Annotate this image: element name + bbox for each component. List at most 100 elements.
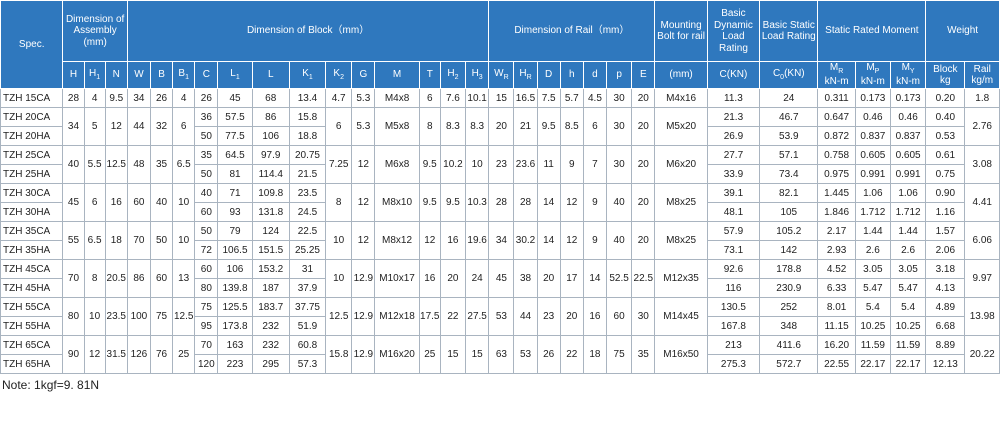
cell: 9.5 xyxy=(418,183,441,222)
cell: 6.5 xyxy=(83,221,106,260)
cell: 213 xyxy=(706,335,761,355)
cell: 35 xyxy=(149,145,174,184)
cell: 57.1 xyxy=(759,145,819,165)
cell: 2.76 xyxy=(964,107,1000,146)
subheader-text: M xyxy=(829,62,839,74)
cell: M6x8 xyxy=(374,145,420,184)
cell: 20 xyxy=(631,107,656,146)
subheader-cell: B1 xyxy=(172,61,196,89)
cell: 20 xyxy=(536,259,561,298)
subheader-text: Block xyxy=(933,63,958,75)
cell: 34 xyxy=(62,107,85,146)
cell: 12 xyxy=(559,183,584,222)
subheader-text: H xyxy=(447,67,455,79)
cell: 45 xyxy=(217,88,253,108)
cell: M16x20 xyxy=(374,335,420,374)
cell: 1.44 xyxy=(889,221,927,241)
subheader-unit: kg xyxy=(940,75,951,86)
subheader-suffix: (KN) xyxy=(784,67,805,79)
header-cell: Weight xyxy=(925,0,1000,62)
spec-table: Spec. Dimension of Assembly (mm) Dimension… xyxy=(0,0,1000,374)
cell: M5x8 xyxy=(374,107,420,146)
cell: 70 xyxy=(126,221,151,260)
subheader-cell: H xyxy=(62,61,85,89)
cell: 30 xyxy=(631,297,656,336)
cell: 4 xyxy=(83,88,106,108)
cell: 12.5 xyxy=(325,297,353,336)
cell: 40 xyxy=(606,221,633,260)
cell: 34 xyxy=(488,221,515,260)
cell: 90 xyxy=(62,335,85,374)
cell: 22.55 xyxy=(817,354,856,374)
cell: 22 xyxy=(559,335,584,374)
cell: 1.06 xyxy=(854,183,891,203)
cell: 12.9 xyxy=(351,335,376,374)
cell: 12.5 xyxy=(172,297,196,336)
spec-cell: TZH 15CA xyxy=(0,88,64,108)
cell: 10.1 xyxy=(464,88,490,108)
subheader-cell: Rail kg/m xyxy=(964,61,1000,89)
subheader-cell: H3 xyxy=(464,61,490,89)
note: Note: 1kgf=9. 81N xyxy=(2,378,100,392)
cell: 48 xyxy=(126,145,151,184)
subscript: 2 xyxy=(454,73,459,81)
cell: 23 xyxy=(536,297,561,336)
cell: 4.89 xyxy=(925,297,966,317)
cell: 53 xyxy=(488,297,515,336)
spec-cell: TZH 20HA xyxy=(0,126,64,146)
subheader-cell: MP kN-m xyxy=(854,61,891,89)
cell: 26 xyxy=(194,88,219,108)
cell: 2.06 xyxy=(925,240,966,260)
cell: 20 xyxy=(439,259,466,298)
cell: 9 xyxy=(582,183,608,222)
subheader-cell: M xyxy=(374,61,420,89)
cell: 0.605 xyxy=(854,145,891,165)
cell: 15.8 xyxy=(325,335,353,374)
subheader-cell: K1 xyxy=(288,61,327,89)
header-cell: Dimension of Block（mm） xyxy=(126,0,490,62)
cell: 57.9 xyxy=(706,221,761,241)
cell: 12.9 xyxy=(351,259,376,298)
spec-cell: TZH 30HA xyxy=(0,202,64,222)
cell: 75 xyxy=(606,335,633,374)
cell: 0.647 xyxy=(817,107,856,127)
cell: 2.17 xyxy=(817,221,856,241)
cell: 4.52 xyxy=(817,259,856,279)
cell: 24.5 xyxy=(288,202,327,222)
cell: 11.15 xyxy=(817,316,856,336)
cell: 11.59 xyxy=(854,335,891,355)
cell: 45 xyxy=(62,183,85,222)
cell: 75 xyxy=(149,297,174,336)
cell: 51.9 xyxy=(288,316,327,336)
cell: 20 xyxy=(631,221,656,260)
cell: 70 xyxy=(62,259,85,298)
cell: 9.97 xyxy=(964,259,1000,298)
subheader-text: W xyxy=(134,69,144,81)
cell: 76 xyxy=(149,335,174,374)
cell: 6 xyxy=(418,88,441,108)
subheader-cell: G xyxy=(351,61,376,89)
cell: 12 xyxy=(104,107,128,146)
cell: 35 xyxy=(194,145,219,165)
cell: 8.89 xyxy=(925,335,966,355)
cell: 18.8 xyxy=(288,126,327,146)
subheader-text: N xyxy=(112,69,120,81)
cell: 120 xyxy=(194,354,219,374)
cell: 48.1 xyxy=(706,202,761,222)
cell: 1.8 xyxy=(964,88,1000,108)
cell: 12 xyxy=(351,221,376,260)
cell: 95 xyxy=(194,316,219,336)
cell: 40 xyxy=(62,145,85,184)
cell: 80 xyxy=(194,278,219,298)
cell: 0.872 xyxy=(817,126,856,146)
cell: 30 xyxy=(606,107,633,146)
subscript: Y xyxy=(909,68,915,76)
subheader-text: (mm) xyxy=(669,69,693,81)
table-row: TZH 20CA 34 5 12 44 32 6 36 57.5 86 15.8 6 5.3 M5x8 8 8… xyxy=(0,107,1000,146)
cell: 10 xyxy=(83,297,106,336)
cell: 153.2 xyxy=(251,259,290,279)
cell: 25 xyxy=(172,335,196,374)
cell: 6 xyxy=(582,107,608,146)
subheader-cell: p xyxy=(606,61,633,89)
cell: 5.47 xyxy=(889,278,927,298)
